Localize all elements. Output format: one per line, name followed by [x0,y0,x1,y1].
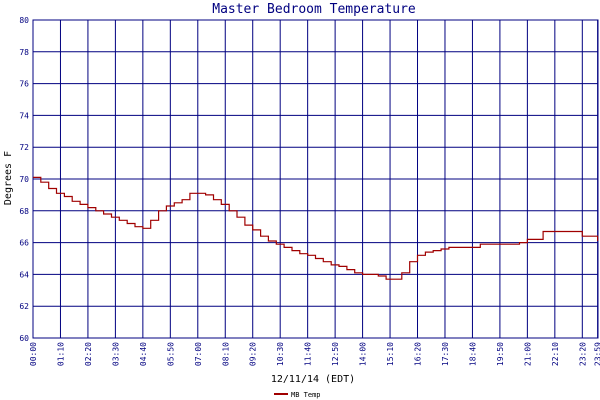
chart-title: Master Bedroom Temperature [212,2,416,17]
legend-label: MB Temp [291,391,321,399]
x-tick-label: 03:30 [111,342,120,366]
y-axis-label: Degrees F [3,151,14,205]
y-tick-label: 64 [19,270,29,279]
x-tick-label: 02:20 [84,342,93,366]
x-tick-label: 05:50 [166,342,175,366]
x-tick-label: 11:40 [304,342,313,366]
x-tick-label: 16:20 [414,342,423,366]
x-tick-label: 12:50 [331,342,340,366]
x-tick-label: 22:10 [551,342,560,366]
x-tick-label: 04:40 [139,342,148,366]
x-tick-label: 17:30 [441,342,450,366]
x-tick-label: 07:00 [194,342,203,366]
y-tick-label: 72 [19,143,29,152]
y-tick-label: 80 [19,16,29,25]
y-tick-label: 66 [19,239,29,248]
y-tick-label: 60 [19,334,29,343]
y-tick-label: 70 [19,175,29,184]
y-tick-label: 62 [19,302,29,311]
x-tick-label: 01:10 [56,342,65,366]
x-tick-label: 14:00 [359,342,368,366]
y-axis-ticks: 60 62 64 66 68 70 72 74 76 78 80 [19,16,29,343]
x-tick-label: 21:00 [523,342,532,366]
x-tick-label: 18:40 [468,342,477,366]
y-tick-label: 76 [19,80,29,89]
x-tick-label: 10:30 [276,342,285,366]
y-tick-label: 78 [19,48,29,57]
x-axis-ticks: 00:00 01:10 02:20 03:30 04:40 05:50 07:00 08:10… [29,342,600,366]
series-line-0 [33,176,599,280]
x-axis-label: 12/11/14 (EDT) [271,374,355,385]
y-tick-label: 68 [19,207,29,216]
x-tick-label: 23:20 [578,342,587,366]
x-tick-label: 09:20 [249,342,258,366]
plot-frame [32,19,599,339]
legend: MB Temp [274,391,321,399]
x-tick-label: 19:50 [496,342,505,366]
y-tick-label: 74 [19,111,29,120]
series-group [33,176,599,280]
x-tick-label: 23:59 [594,342,600,366]
x-tick-label: 08:10 [221,342,230,366]
x-tick-label: 00:00 [29,342,38,366]
x-tick-label: 15:10 [386,342,395,366]
